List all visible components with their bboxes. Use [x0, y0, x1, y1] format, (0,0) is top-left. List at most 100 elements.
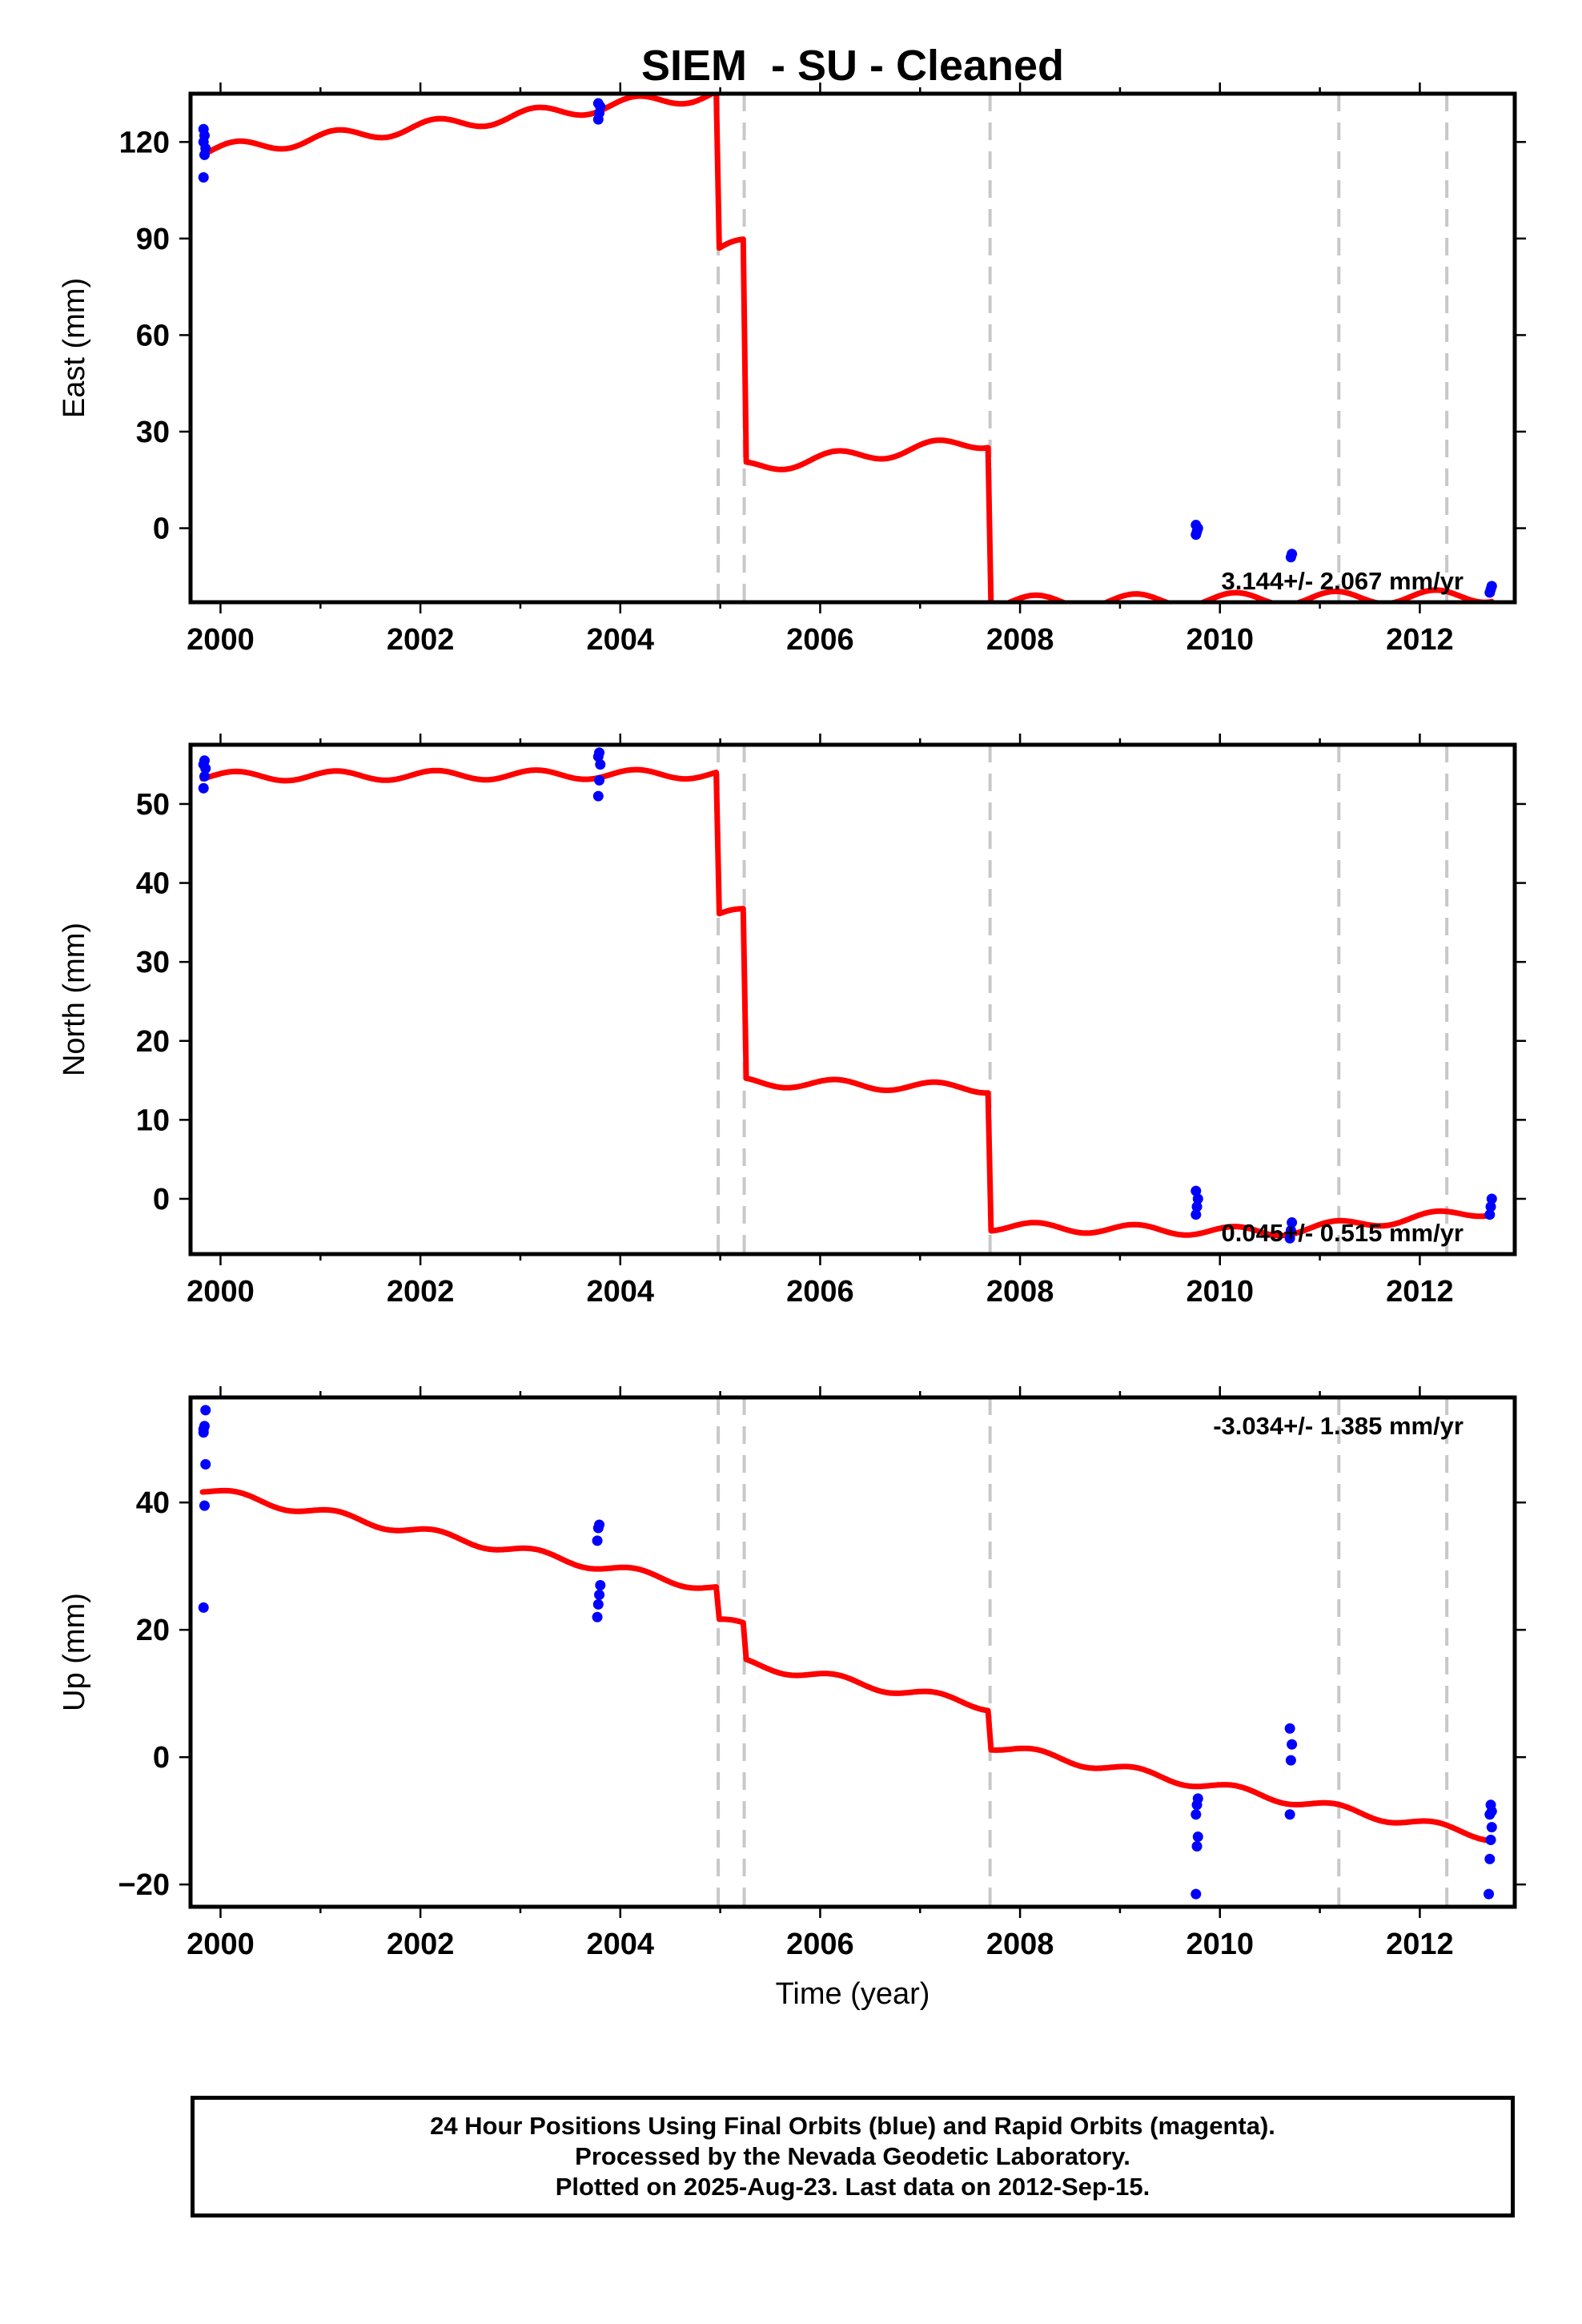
up-data-point	[1285, 1755, 1296, 1766]
up-data-point	[1484, 1888, 1495, 1900]
up-x-tick-label: 2006	[786, 1928, 854, 1961]
up-data-point	[594, 1589, 605, 1600]
east-data-point	[1287, 549, 1298, 560]
east-panel: 2000 2002 2004 2006 2008 2010 2012 0 30 60 90 120 3.…	[58, 82, 1526, 657]
up-data-point	[594, 1519, 605, 1530]
up-velocity-label: -3.034+/- 1.385 mm/yr	[1213, 1412, 1464, 1440]
up-model-line	[199, 1487, 1495, 1844]
up-x-tick-label: 2004	[586, 1928, 654, 1961]
up-data-point	[1191, 1809, 1202, 1820]
north-data-point	[594, 774, 605, 786]
east-y-tick-label: 60	[136, 319, 170, 352]
north-y-tick-label: 50	[136, 788, 170, 822]
east-model-line	[199, 94, 1495, 602]
east-x-tick-label: 2006	[786, 623, 854, 657]
up-data-point	[1192, 1831, 1203, 1843]
north-data-point	[1191, 1201, 1203, 1212]
up-data-point	[1284, 1809, 1295, 1820]
east-data-point	[592, 98, 604, 109]
up-data-point	[595, 1580, 606, 1591]
up-data-point	[200, 1405, 211, 1416]
north-y-tick-label: 10	[136, 1104, 170, 1137]
north-x-tick-label: 2010	[1186, 1275, 1254, 1309]
east-x-tick-label: 2008	[986, 623, 1054, 657]
up-data-point	[1191, 1840, 1203, 1852]
east-y-tick-label: 30	[136, 416, 170, 449]
up-x-tick-label: 2008	[986, 1928, 1054, 1961]
north-y-tick-label: 0	[153, 1183, 170, 1216]
up-data-point	[198, 1602, 209, 1613]
east-y-tick-label: 120	[119, 126, 170, 159]
up-y-tick-label: −20	[118, 1868, 170, 1902]
north-plot-frame	[188, 742, 1517, 1256]
east-y-axis-label: East (mm)	[58, 278, 91, 418]
north-data-point	[1192, 1193, 1203, 1204]
north-data-point	[1191, 1185, 1202, 1196]
north-x-tick-label: 2004	[586, 1275, 654, 1309]
north-data-point	[594, 747, 605, 758]
up-y-tick-label: 0	[153, 1741, 170, 1775]
up-x-tick-label: 2000	[187, 1928, 255, 1961]
up-data-point	[199, 1500, 210, 1511]
east-x-tick-label: 2002	[387, 623, 455, 657]
up-x-tick-label: 2010	[1186, 1928, 1254, 1961]
east-data-point	[1191, 520, 1202, 531]
north-data-point	[1485, 1201, 1496, 1212]
north-x-tick-label: 2006	[786, 1275, 854, 1309]
north-velocity-label: 0.045+/- 0.515 mm/yr	[1222, 1219, 1464, 1247]
up-data-point	[1284, 1723, 1295, 1734]
north-data-point	[198, 782, 209, 794]
up-data-point	[1287, 1739, 1298, 1750]
north-y-tick-label: 40	[136, 867, 170, 901]
north-data-point	[1285, 1224, 1296, 1236]
north-data-point	[199, 770, 210, 782]
up-data-point	[592, 1611, 603, 1622]
east-plot-frame	[188, 91, 1517, 605]
up-y-tick-label: 20	[136, 1614, 170, 1647]
east-x-tick-label: 2010	[1186, 623, 1254, 657]
up-data-point	[592, 1535, 603, 1546]
east-x-tick-label: 2012	[1386, 623, 1454, 657]
north-x-tick-label: 2002	[387, 1275, 455, 1309]
north-y-axis-label: North (mm)	[58, 923, 91, 1076]
caption-line-2: Processed by the Nevada Geodetic Laborat…	[575, 2142, 1130, 2170]
north-data-point	[1287, 1217, 1298, 1228]
up-plot-frame	[188, 1395, 1517, 1909]
caption-box: 24 Hour Positions Using Final Orbits (bl…	[191, 2096, 1515, 2217]
north-data-point	[1191, 1209, 1202, 1220]
position-timeseries-figure: 2000 2002 2004 2006 2008 2010 201203060901203.…	[58, 42, 1526, 2011]
up-panel: 2000 2002 2004 2006 2008 2010 2012 −20 0 20 40 -3.0…	[58, 1386, 1526, 2011]
north-model-line	[199, 766, 1495, 1239]
up-data-point	[1192, 1793, 1203, 1804]
east-y-tick-label: 0	[153, 513, 170, 546]
north-data-point	[595, 759, 606, 770]
east-velocity-label: 3.144+/- 2.067 mm/yr	[1222, 567, 1464, 595]
east-data-point	[1486, 581, 1497, 592]
north-data-point	[199, 755, 210, 766]
east-data-point	[198, 123, 209, 135]
up-x-tick-label: 2002	[387, 1928, 455, 1961]
north-data-point	[1486, 1193, 1497, 1204]
north-data-point	[592, 790, 604, 802]
up-y-axis-label: Up (mm)	[58, 1593, 91, 1711]
north-x-tick-label: 2008	[986, 1275, 1054, 1309]
caption-line-3: Plotted on 2025-Aug-23. Last data on 201…	[555, 2173, 1150, 2201]
north-x-tick-label: 2000	[187, 1275, 255, 1309]
east-x-tick-label: 2004	[586, 623, 654, 657]
up-data-point	[198, 1424, 209, 1435]
up-data-point	[1191, 1888, 1202, 1900]
up-x-axis-label: Time (year)	[776, 1977, 930, 2011]
north-panel: 2000 2002 2004 2006 2008 2010 2012 0 10 20 30 40 50 0…	[58, 734, 1526, 1309]
up-data-point	[1485, 1835, 1496, 1846]
up-x-tick-label: 2012	[1386, 1928, 1454, 1961]
east-data-point	[198, 171, 209, 183]
north-data-point	[1284, 1232, 1295, 1244]
up-data-point	[1486, 1806, 1497, 1817]
north-y-tick-label: 20	[136, 1025, 170, 1059]
north-data-point	[1484, 1209, 1496, 1220]
up-data-point	[200, 1458, 211, 1470]
caption-line-1: 24 Hour Positions Using Final Orbits (bl…	[430, 2112, 1275, 2140]
chart-title: SIEM - SU - Cleaned	[641, 42, 1064, 90]
east-y-tick-label: 90	[136, 223, 170, 256]
up-y-tick-label: 40	[136, 1486, 170, 1520]
